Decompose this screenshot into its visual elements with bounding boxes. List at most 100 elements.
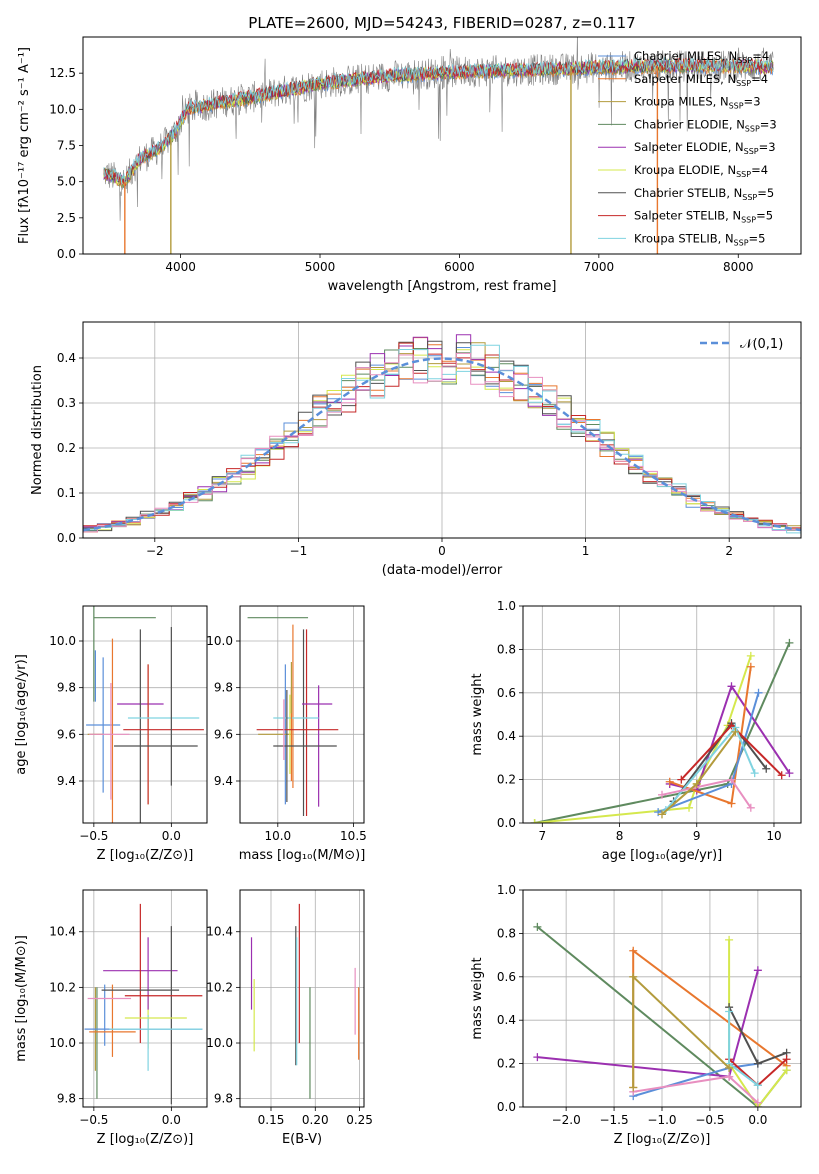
x-tick-label: 2 [725,544,733,558]
legend-entry-name: Salpeter ELODIE [634,140,728,154]
series-marker [725,935,734,944]
legend-entry-subscript: SSP [736,170,751,179]
x-tick-label: 7000 [584,260,615,274]
series-marker [727,799,736,808]
spectrum-model-line [103,56,774,187]
y-tick-label: 0.8 [497,642,516,656]
y-tick-label: 0.4 [497,1013,516,1027]
series-marker [685,803,694,812]
legend-entry-subscript: SSP [742,193,757,202]
legend-entry-subscript: SSP [745,124,760,133]
y-tick-label: 0.0 [497,1100,516,1114]
series-marker [533,922,542,931]
x-axis-label: mass [log₁₀(M/M⊙)] [239,848,366,863]
legend-entry: Salpeter ELODIE, NSSP=3 [634,140,776,156]
series-marker [785,638,794,647]
legend-entry-subscript: SSP [729,102,744,111]
legend-entry: Salpeter MILES, NSSP=4 [634,72,768,88]
x-tick-label: 10.0 [264,829,291,843]
legend-entry-equals: = [760,117,770,131]
series-marker [753,966,762,975]
legend-entry-subscript: SSP [737,56,752,65]
series-marker [658,790,666,799]
legend-entry: Chabrier MILES, NSSP=4 [634,49,769,65]
gaussian-reference-curve [83,357,801,532]
x-tick-label: 10.5 [340,829,367,843]
x-tick-label: −0.5 [79,1113,108,1127]
legend-entry-equals: = [749,231,759,245]
x-tick-label: −0.5 [79,829,108,843]
y-axis-label: mass weight [470,957,485,1039]
y-tick-label: 10.4 [49,925,76,939]
legend-entry-separator: , [720,163,727,177]
y-tick-label: 9.8 [57,681,76,695]
legend-entry-n: N [734,186,743,200]
y-tick-label: 1.0 [497,883,516,897]
legend-entry-separator: , [720,72,727,86]
series-marker [746,651,755,660]
series-marker [753,1098,762,1107]
series-marker [725,1007,734,1016]
legend-entry-separator: , [726,186,733,200]
x-tick-label: 8000 [723,260,754,274]
y-tick-label: 0.1 [57,486,76,500]
legend-entry-name: Kroupa MILES [634,95,713,109]
legend-entry-name: Chabrier STELIB [634,186,726,200]
y-tick-label: 7.5 [57,139,76,153]
x-tick-label: 6000 [444,260,475,274]
legend-entry-nssp: 4 [761,72,768,86]
y-tick-label: 9.8 [57,1092,76,1106]
errorbar-point [86,657,121,793]
y-tick-label: 0.2 [497,1057,516,1071]
series-marker [754,688,763,697]
y-tick-label: 10.0 [206,634,233,648]
plot-frame [522,605,802,824]
series-line-group [629,972,734,1092]
y-tick-label: 2.5 [57,211,76,225]
age-vs-metallicity-panel: −0.5 0.0 9.4 9.6 9.8 10.0 Z [log₁₀(Z/Z⊙)] age [… [14,605,208,863]
series-marker [530,819,539,823]
legend-entry: Salpeter STELIB, NSSP=5 [634,209,773,225]
series-marker [782,1055,791,1064]
legend-entry-nssp: 3 [768,140,775,154]
y-axis-label: mass [log₁₀(M/M⊙)] [14,935,29,1062]
legend-entry-nssp: 3 [769,117,776,131]
x-tick-label: 5000 [305,260,336,274]
y-tick-label: 10.2 [49,980,76,994]
legend-entry-separator: , [713,95,720,109]
series-line-group [629,1072,762,1107]
plot-frame [82,605,208,824]
legend-entry: Chabrier STELIB, NSSP=5 [634,186,774,202]
mass-vs-metallicity-panel: −0.5 0.0 9.8 10.0 10.2 10.4 Z [log₁₀(Z/Z⊙)] mas… [14,889,208,1147]
plot-frame [82,321,802,539]
y-tick-label: 0.3 [57,396,76,410]
legend-entry-equals: = [757,186,767,200]
legend-entry-n: N [727,72,736,86]
x-axis-label: E(B-V) [282,1132,322,1147]
x-tick-label: 0 [438,544,446,558]
y-tick-label: 0.0 [497,816,516,830]
y-tick-label: 12.5 [49,66,76,80]
legend-entry-name: Chabrier ELODIE [634,117,729,131]
legend-entry-nssp: 5 [758,231,765,245]
y-tick-label: 0.4 [497,729,516,743]
x-tick-label: 10 [766,829,781,843]
series-marker [746,662,755,671]
y-tick-label: 0.2 [497,773,516,787]
y-tick-label: 9.8 [214,681,233,695]
y-tick-label: 0.6 [497,970,516,984]
legend-entry-separator: , [728,140,735,154]
legend-entry: Kroupa ELODIE, NSSP=4 [634,163,768,179]
legend-entry-nssp: 3 [753,95,760,109]
plot-frame [239,889,365,1108]
x-tick-label: 0.15 [258,1113,285,1127]
legend-entry-name: Salpeter MILES [634,72,720,86]
y-axis-label: Normed distribution [30,365,45,495]
y-tick-label: 9.6 [57,727,76,741]
series-marker [731,727,740,736]
legend-entry-separator: , [725,209,732,223]
y-tick-label: 5.0 [57,175,76,189]
series-marker [762,764,771,773]
y-tick-label: 10.2 [206,980,233,994]
legend-entry: Chabrier ELODIE, NSSP=3 [634,117,777,133]
